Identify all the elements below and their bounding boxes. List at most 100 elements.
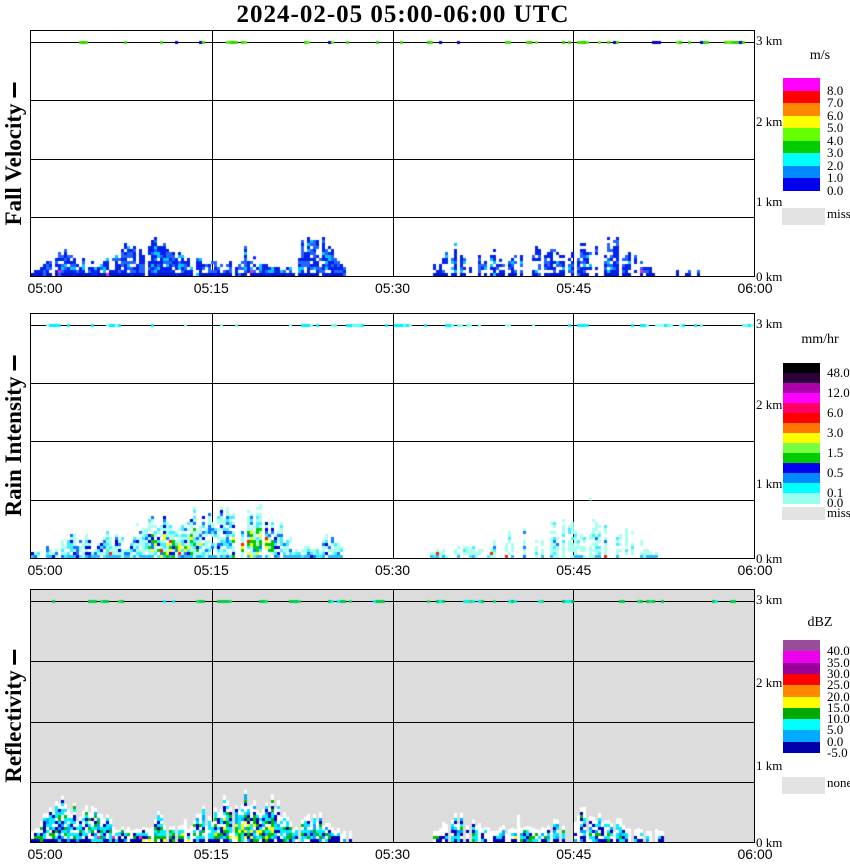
panel-rain-intensity: Rain Intensity 0 km 1 km 2 km 3 km 05:00 05:… — [0, 313, 850, 578]
height-label-2km: 2 km — [756, 114, 783, 129]
legend-band-label: 25.0 — [827, 677, 850, 693]
legend-band-label: 3.0 — [827, 145, 844, 160]
height-label-0km: 0 km — [756, 551, 783, 566]
legend-color-band — [783, 707, 820, 720]
legend-band-label: 5.0 — [827, 120, 844, 135]
time-label-0545: 05:45 — [556, 846, 592, 862]
time-label-0500: 05:00 — [27, 280, 63, 296]
time-label-0600: 06:00 — [737, 846, 773, 862]
legend-band-label: 40.0 — [827, 643, 850, 659]
legend-color-band — [783, 393, 820, 404]
legend-missing-label: none — [827, 775, 850, 790]
height-label-1km: 1 km — [756, 476, 783, 491]
height-label-3km: 3 km — [756, 33, 783, 48]
y-axis-tick — [12, 649, 16, 665]
time-label-0515: 05:15 — [193, 846, 229, 862]
legend-band-label: 30.0 — [827, 665, 850, 681]
legend-band-label: 6.0 — [827, 405, 844, 420]
time-label-0545: 05:45 — [556, 562, 592, 578]
height-label-0km: 0 km — [756, 835, 783, 850]
y-axis-label-text: Fall Velocity — [1, 102, 26, 226]
time-label-0600: 06:00 — [737, 280, 773, 296]
height-label-3km: 3 km — [756, 316, 783, 331]
plot-area-reflectivity — [30, 589, 755, 843]
rain-intensity-heatmap-canvas — [31, 314, 754, 558]
legend-band-label: 3.0 — [827, 425, 844, 440]
legend-color-band — [783, 651, 820, 664]
legend-color-band — [783, 78, 820, 91]
time-label-0545: 05:45 — [556, 280, 592, 296]
legend-color-band — [783, 685, 820, 697]
legend-band-label: 6.0 — [827, 107, 844, 123]
legend-color-band — [783, 640, 820, 652]
height-label-2km: 2 km — [756, 397, 783, 412]
legend-color-band — [783, 413, 820, 424]
legend-color-band — [783, 662, 820, 675]
legend-color-band — [783, 493, 820, 504]
y-axis-label-rain-intensity: Rain Intensity — [0, 313, 28, 559]
legend-band-label: 12.0 — [827, 385, 850, 400]
legend-band-label: 20.0 — [827, 688, 850, 704]
legend-band-label: 15.0 — [827, 699, 850, 715]
y-axis-label-text: Reflectivity — [1, 670, 26, 783]
legend-band-label: 1.5 — [827, 445, 844, 460]
y-axis-tick — [12, 355, 16, 371]
legend-color-band — [783, 115, 820, 129]
legend-color-band — [783, 741, 820, 754]
legend-color-band — [783, 403, 820, 414]
time-label-0530: 05:30 — [374, 280, 411, 296]
reflectivity-heatmap-canvas — [31, 590, 754, 842]
legend-color-band — [783, 443, 820, 454]
legend-color-band — [783, 178, 820, 191]
legend-band-label: 48.0 — [827, 365, 850, 380]
legend-band-label: 7.0 — [827, 95, 844, 110]
legend-band-label: -5.0 — [827, 745, 848, 760]
legend-color-band — [783, 463, 820, 474]
time-label-0500: 05:00 — [27, 846, 63, 862]
legend-color-band — [783, 153, 820, 166]
legend-missing-box — [782, 507, 825, 520]
y-axis-label-fall-velocity: Fall Velocity — [0, 30, 28, 277]
legend-color-band — [783, 719, 820, 731]
figure-title: 2024-02-05 05:00-06:00 UTC — [236, 1, 570, 28]
legend-color-band — [783, 673, 820, 686]
time-label-0515: 05:15 — [193, 280, 229, 296]
legend-band-label: 0.5 — [827, 465, 844, 480]
y-axis-label-reflectivity: Reflectivity — [0, 589, 28, 843]
legend-title: dBZ — [807, 615, 833, 630]
legend-band-label: 0.0 — [827, 733, 844, 749]
legend-color-band — [783, 423, 820, 434]
plot-area-rain-intensity — [30, 313, 755, 559]
legend-band-label: 1.0 — [827, 170, 844, 185]
legend-missing-label: miss — [827, 206, 850, 221]
legend-color-band — [783, 730, 820, 743]
fall-velocity-heatmap-canvas — [31, 31, 754, 276]
legend-band-label: 0.0 — [827, 182, 844, 198]
legend-color-band — [783, 483, 820, 494]
legend-color-band — [783, 473, 820, 484]
legend-color-band — [783, 128, 820, 141]
legend-color-band — [783, 373, 820, 384]
legend-color-band — [783, 363, 820, 374]
panel-fall-velocity: Fall Velocity 0 km 1 km 2 km 3 km 05:00 05:1… — [0, 30, 850, 296]
legend-band-label: 0.0 — [827, 495, 844, 510]
height-label-0km: 0 km — [756, 269, 783, 284]
time-label-0500: 05:00 — [27, 562, 63, 578]
legend-title: mm/hr — [801, 332, 839, 347]
plot-area-fall-velocity — [30, 30, 755, 277]
legend-band-label: 10.0 — [827, 711, 850, 727]
legend-band-label: 5.0 — [827, 722, 844, 738]
height-label-1km: 1 km — [756, 758, 783, 773]
time-label-0530: 05:30 — [374, 562, 411, 578]
panel-reflectivity: Reflectivity 0 km 1 km 2 km 3 km 05:00 05:15… — [0, 589, 850, 862]
legend-band-label: 35.0 — [827, 654, 850, 670]
legend-color-band — [783, 433, 820, 444]
legend-title: m/s — [809, 48, 831, 63]
legend-color-band — [783, 90, 820, 104]
legend-color-band — [783, 103, 820, 116]
legend-color-band — [783, 696, 820, 709]
legend-missing-box — [782, 208, 825, 225]
y-axis-tick — [12, 81, 16, 97]
legend-missing-box — [782, 777, 825, 794]
